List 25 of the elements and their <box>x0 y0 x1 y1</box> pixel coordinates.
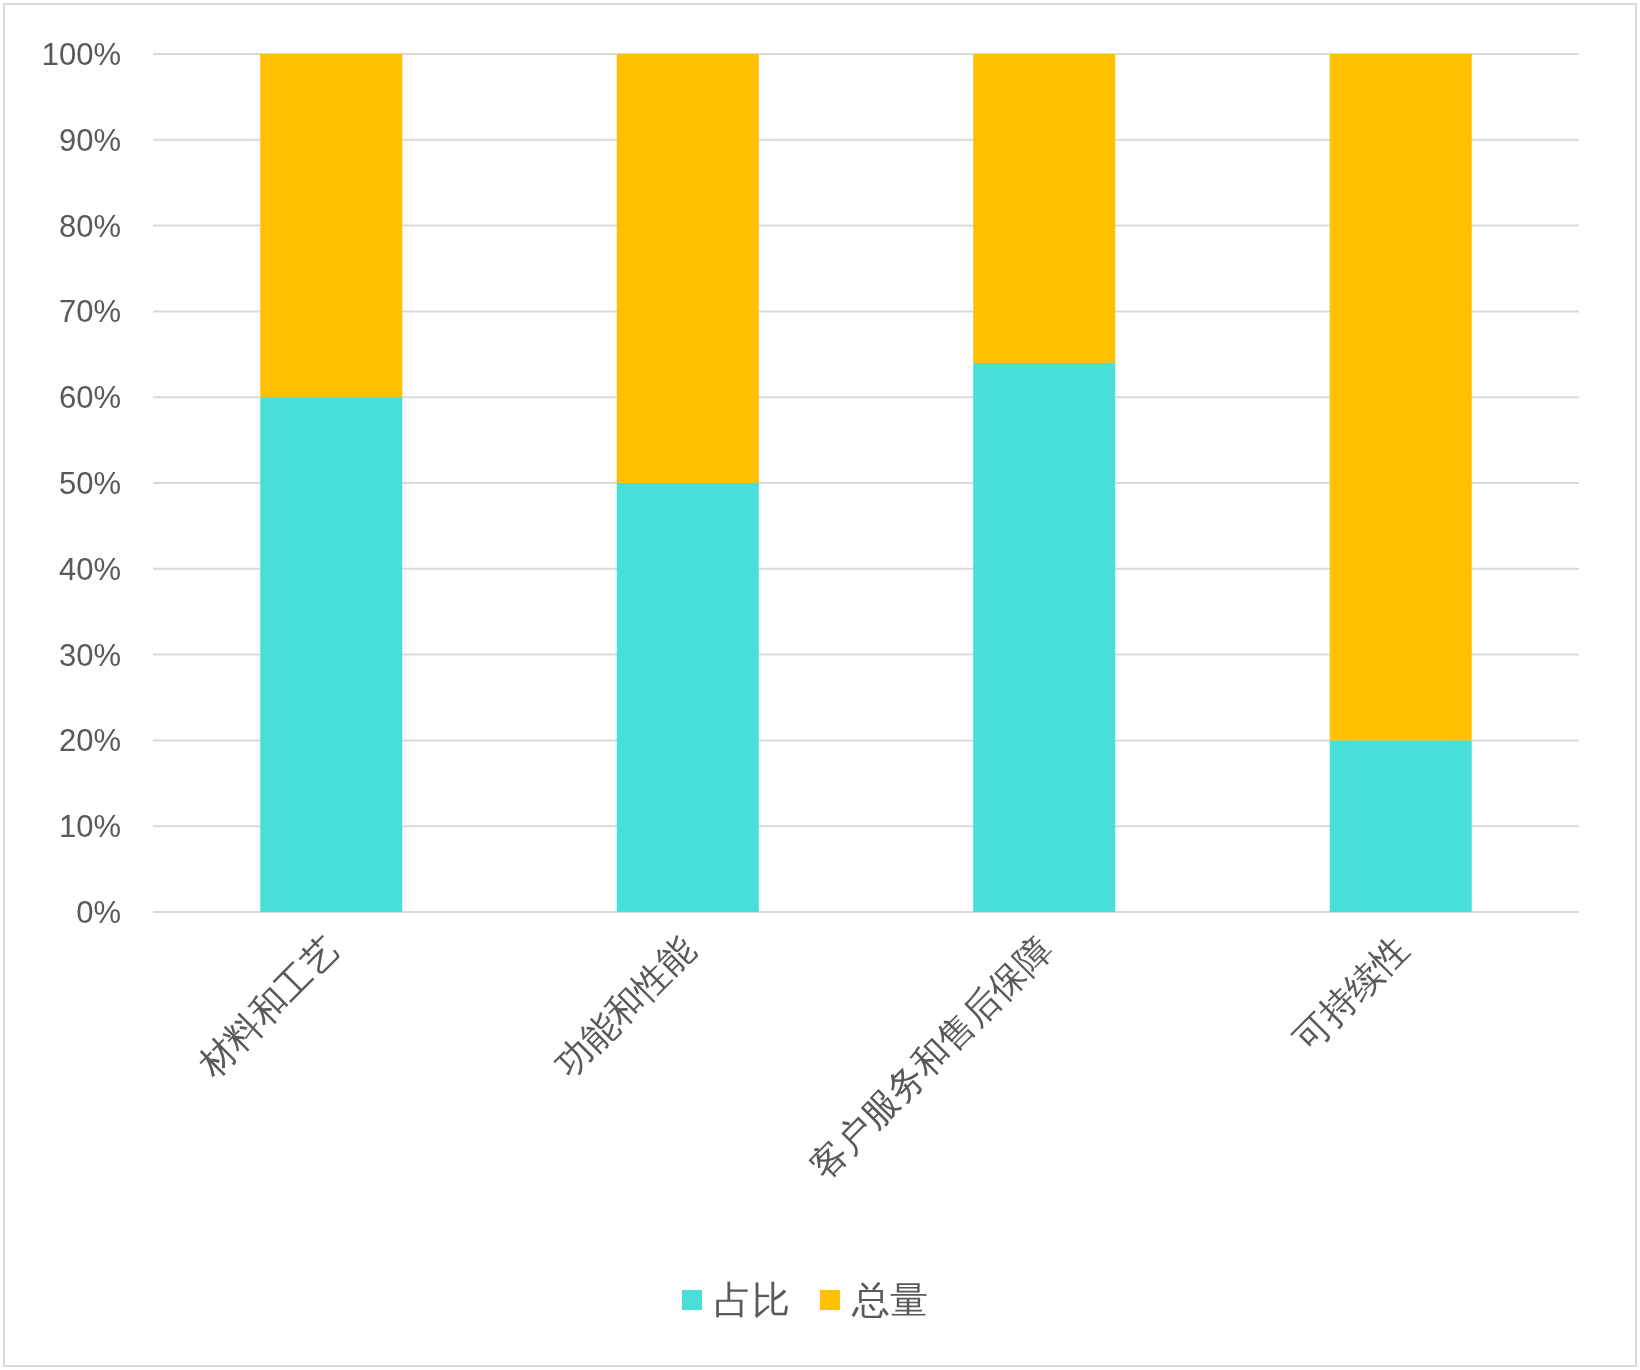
y-tick-label: 30% <box>58 637 121 673</box>
legend-label: 占比 <box>714 1279 790 1321</box>
y-tick-label: 90% <box>58 122 121 158</box>
legend-label: 总量 <box>851 1279 928 1321</box>
y-tick-label: 20% <box>58 723 121 759</box>
y-tick-label: 100% <box>41 37 121 72</box>
y-tick-label: 50% <box>58 466 121 501</box>
y-tick-label: 0% <box>76 895 121 930</box>
y-tick-label: 70% <box>58 294 121 330</box>
bar <box>1329 740 1472 912</box>
bar <box>260 397 403 912</box>
bar <box>260 54 403 398</box>
y-tick-label: 40% <box>58 551 121 587</box>
x-tick-label: 可持续性 <box>1285 928 1417 1060</box>
bar <box>973 54 1116 363</box>
y-tick-label: 10% <box>58 809 121 845</box>
bar <box>973 362 1116 912</box>
bar <box>616 483 759 912</box>
y-tick-label: 60% <box>58 380 121 416</box>
y-tick-label: 80% <box>58 208 121 244</box>
x-tick-label: 客户服务和售后保障 <box>801 928 1060 1187</box>
x-tick-label: 功能和性能 <box>547 928 704 1085</box>
x-tick-label: 材料和工艺 <box>189 928 347 1086</box>
bar <box>616 54 759 483</box>
bar <box>1329 54 1472 741</box>
